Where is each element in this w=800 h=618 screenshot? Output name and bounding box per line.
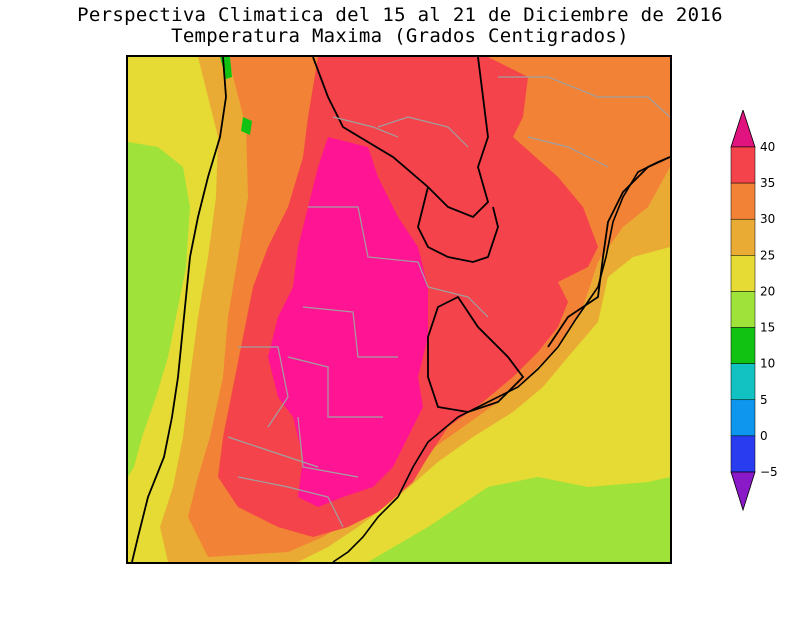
temperature-map [126,55,672,564]
colorbar-tick-label: 20 [760,284,775,298]
colorbar-tick-label: 30 [760,212,775,226]
map-title: Perspectiva Climatica del 15 al 21 de Di… [77,4,723,26]
colorbar-over-arrow [730,108,756,148]
colorbar-segment [730,291,756,328]
colorbar-segment [730,146,756,184]
colorbar-segment [730,182,756,220]
colorbar-tick-label: 25 [760,248,775,262]
colorbar-under-arrow [730,471,756,512]
colorbar-segment [730,218,756,256]
colorbar-segment [730,363,756,401]
colorbar-segment [730,327,756,364]
border-andes [131,57,227,562]
country-borders [131,57,670,562]
border-brazil-coast [547,156,670,348]
colorbar-tick-label: 35 [760,176,775,190]
colorbar-segment [730,399,756,437]
colorbar-tick-label: 15 [760,321,775,335]
coastline-east [332,156,670,562]
field-pink [268,137,428,507]
colorbar-legend: 40 35 30 25 20 15 10 5 0 −5 [728,108,788,524]
field-green-andes [241,117,252,135]
colorbar-tick-label: 40 [760,140,775,154]
colorbar-segment [730,435,756,473]
province-borders [227,76,670,528]
colorbar-tick-label: 5 [760,393,768,407]
field-light-green-pacific [128,142,190,477]
border-bolivia [312,57,490,219]
colorbar-segment [730,255,756,292]
border-paraguay [417,186,499,263]
field-light-green-southeast [368,477,670,562]
map-subtitle: Temperatura Maxima (Grados Centigrados) [171,25,629,47]
colorbar-tick-label: 0 [760,429,768,443]
colorbar-tick-label: 10 [760,357,775,371]
border-uruguay [427,295,525,413]
colorbar-tick-label: −5 [760,465,778,479]
